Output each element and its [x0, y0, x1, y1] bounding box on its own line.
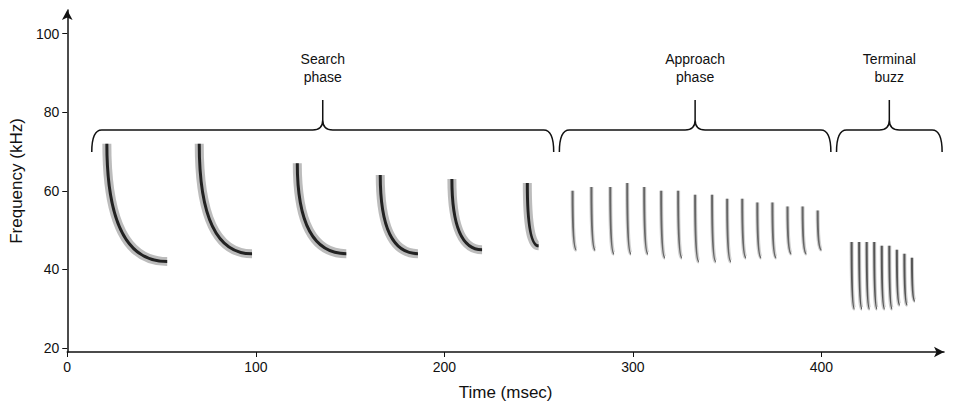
svg-text:100: 100 — [36, 26, 60, 42]
svg-text:300: 300 — [621, 359, 645, 375]
svg-text:buzz: buzz — [875, 69, 905, 85]
svg-text:40: 40 — [44, 261, 60, 277]
svg-text:Time (msec): Time (msec) — [459, 383, 553, 402]
svg-text:Approach: Approach — [665, 51, 725, 67]
svg-text:phase: phase — [304, 69, 342, 85]
svg-text:Frequency (kHz): Frequency (kHz) — [7, 118, 26, 244]
svg-text:100: 100 — [244, 359, 268, 375]
svg-text:phase: phase — [676, 69, 714, 85]
svg-text:400: 400 — [810, 359, 834, 375]
svg-text:0: 0 — [63, 359, 71, 375]
svg-text:60: 60 — [44, 183, 60, 199]
svg-text:200: 200 — [433, 359, 457, 375]
svg-text:20: 20 — [44, 340, 60, 356]
svg-text:Terminal: Terminal — [863, 51, 916, 67]
svg-text:Search: Search — [301, 51, 345, 67]
svg-text:80: 80 — [44, 104, 60, 120]
